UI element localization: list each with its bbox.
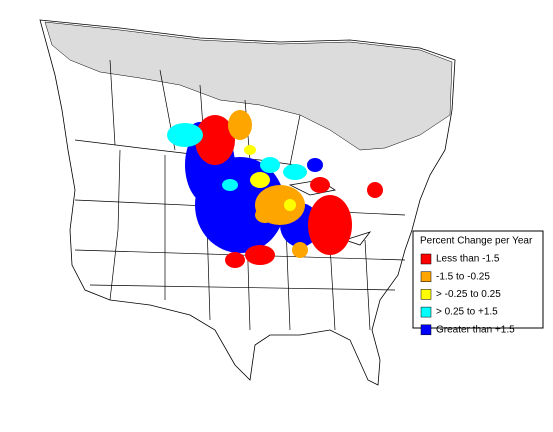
legend-swatch [420, 289, 432, 300]
legend-title: Percent Change per Year [420, 236, 533, 247]
legend-label: Less than -1.5 [436, 254, 500, 265]
trend-area [245, 245, 275, 265]
trend-area [225, 252, 245, 268]
trend-area [222, 179, 238, 191]
legend-box [412, 230, 544, 329]
legend-swatch [420, 253, 432, 265]
trend-area [292, 242, 308, 258]
trend-cells [167, 110, 383, 268]
trend-area [167, 123, 203, 147]
trend-area [367, 182, 383, 198]
trend-area [255, 207, 275, 223]
trend-area [250, 172, 270, 188]
border-line [109, 59, 301, 166]
legend-swatch [420, 306, 432, 318]
arctic-region [44, 21, 453, 151]
trend-area [195, 115, 235, 165]
legend-label: > -0.25 to 0.25 [436, 289, 501, 300]
trend-area [260, 157, 280, 173]
trend-area [284, 199, 296, 211]
legend-label: > 0.25 to +1.5 [436, 307, 498, 318]
legend-items: Less than -1.5 -1.5 to -0.25 > -0.25 to 0.… [420, 253, 515, 336]
trend-area [308, 195, 352, 255]
trend-area [307, 158, 323, 172]
legend-swatch [420, 271, 432, 282]
legend-swatch [420, 324, 432, 336]
trend-area [310, 177, 330, 193]
trend-area [228, 110, 252, 140]
trend-area [283, 164, 307, 180]
legend-label: -1.5 to -0.25 [436, 271, 490, 282]
legend-label: Greater than +1.5 [436, 324, 515, 335]
trend-area [244, 145, 256, 155]
